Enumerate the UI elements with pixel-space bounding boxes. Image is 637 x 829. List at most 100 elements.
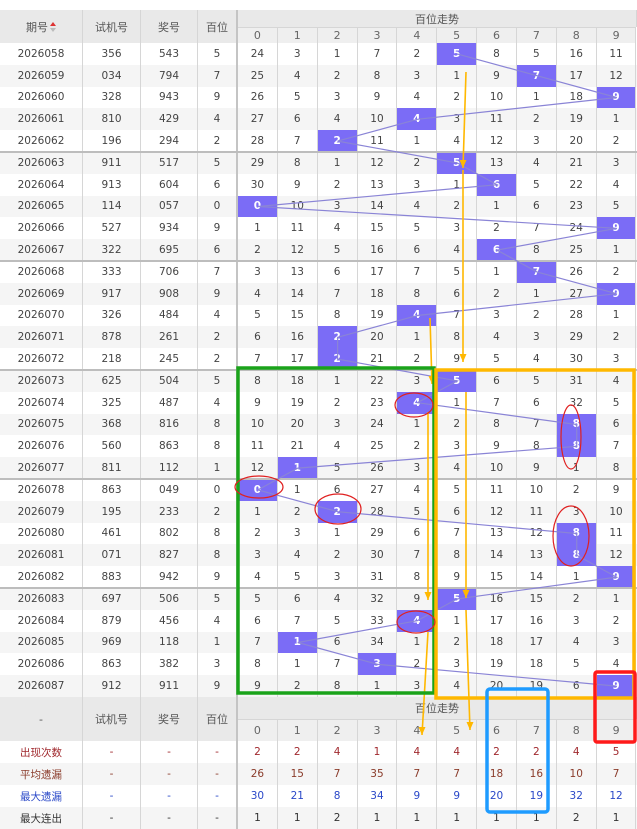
digit-header-3: 3 xyxy=(357,719,398,741)
miss-cell: 1 xyxy=(477,261,517,283)
miss-cell: 7 xyxy=(597,435,637,458)
hit-cell: 7 xyxy=(516,261,557,283)
digit-header-9: 9 xyxy=(596,27,637,43)
col-header-issue[interactable]: 期号 xyxy=(0,10,83,43)
miss-cell: 1 xyxy=(597,588,637,610)
miss-cell: 1 xyxy=(477,195,517,218)
miss-cell: 25 xyxy=(557,239,597,261)
miss-cell: 32 xyxy=(358,588,398,610)
miss-cell: 9 xyxy=(597,479,637,501)
miss-cell: 12 xyxy=(477,500,517,523)
miss-cell: 3 xyxy=(397,457,438,479)
digit-header-0: 0 xyxy=(238,27,278,43)
miss-cell: 5 xyxy=(278,86,318,109)
col-header-test: 试机号 xyxy=(83,697,141,741)
miss-cell: 5 xyxy=(557,653,597,676)
miss-cell: 2 xyxy=(597,326,637,349)
group-divider xyxy=(0,151,637,153)
miss-cell: 3 xyxy=(437,653,478,676)
miss-cell: 8 xyxy=(318,304,358,327)
hit-cell: 0 xyxy=(238,479,278,501)
cell-prize: 794 xyxy=(141,64,198,87)
miss-cell: 1 xyxy=(278,479,318,501)
miss-cell: 3 xyxy=(557,609,597,632)
hit-cell: 4 xyxy=(397,108,438,131)
col-header-test: 试机号 xyxy=(83,10,141,43)
hit-cell: 9 xyxy=(596,282,637,305)
miss-cell: 2 xyxy=(597,130,637,152)
cell-prize: 911 xyxy=(141,675,198,697)
miss-cell: 32 xyxy=(557,391,597,414)
cell-prize: 118 xyxy=(141,631,198,654)
miss-cell: 23 xyxy=(557,195,597,218)
stats-label: 平均遗漏 xyxy=(0,763,83,785)
miss-cell: 3 xyxy=(397,173,438,196)
stats-row xyxy=(0,807,637,829)
cell-prize: 504 xyxy=(141,370,198,392)
miss-cell: 2 xyxy=(597,261,637,283)
col-header-prize: 奖号 xyxy=(141,10,198,43)
sort-icon[interactable] xyxy=(50,21,56,32)
cell-prize: 695 xyxy=(141,239,198,261)
miss-cell: 3 xyxy=(517,326,557,349)
miss-cell: 5 xyxy=(517,370,557,392)
hit-cell: 5 xyxy=(437,370,478,392)
hit-cell: 6 xyxy=(477,239,517,261)
miss-cell: 4 xyxy=(397,479,438,501)
stats-cell: 20 xyxy=(477,785,517,807)
miss-cell: 12 xyxy=(358,152,398,174)
hit-cell: 8 xyxy=(556,522,597,545)
miss-cell: 3 xyxy=(517,130,557,152)
miss-cell: 18 xyxy=(557,86,597,109)
cell-test: 913 xyxy=(83,173,141,196)
group-divider xyxy=(0,587,637,589)
miss-cell: 14 xyxy=(358,195,398,218)
miss-cell: 4 xyxy=(238,566,278,588)
cell-test: 325 xyxy=(83,391,141,414)
stats-cell: 7 xyxy=(318,763,358,785)
miss-cell: 3 xyxy=(477,304,517,327)
miss-cell: 31 xyxy=(557,370,597,392)
digit-header-1: 1 xyxy=(277,719,318,741)
stats-cell: 15 xyxy=(278,763,318,785)
cell-prize: 233 xyxy=(141,500,198,523)
stats-cell: 26 xyxy=(238,763,278,785)
miss-cell: 5 xyxy=(437,261,478,283)
miss-cell: 3 xyxy=(557,500,597,523)
stats-label: 最大遗漏 xyxy=(0,785,83,807)
miss-cell: 18 xyxy=(477,631,517,654)
miss-cell: 7 xyxy=(278,130,318,152)
miss-cell: 6 xyxy=(318,261,358,283)
cell-test: 218 xyxy=(83,348,141,370)
miss-cell: 3 xyxy=(318,195,358,218)
cell-issue: 2026072 xyxy=(0,348,83,370)
cell-hundred: 0 xyxy=(198,195,238,218)
miss-cell: 15 xyxy=(278,304,318,327)
cell-issue: 2026070 xyxy=(0,304,83,327)
miss-cell: 12 xyxy=(597,64,637,87)
hit-cell: 8 xyxy=(556,413,597,436)
miss-cell: 11 xyxy=(517,500,557,523)
miss-cell: 8 xyxy=(318,675,358,697)
miss-cell: 1 xyxy=(437,391,478,414)
miss-cell: 5 xyxy=(318,457,358,479)
miss-cell: 20 xyxy=(557,130,597,152)
miss-cell: 7 xyxy=(437,304,478,327)
miss-cell: 2 xyxy=(477,282,517,305)
miss-cell: 2 xyxy=(397,43,438,65)
miss-cell: 2 xyxy=(437,631,478,654)
stats-cell: 16 xyxy=(517,763,557,785)
hit-cell: 1 xyxy=(277,631,318,654)
cell-test: 863 xyxy=(83,653,141,676)
hit-cell: 6 xyxy=(477,173,517,196)
cell-issue: 2026080 xyxy=(0,522,83,545)
miss-cell: 7 xyxy=(238,631,278,654)
miss-cell: 5 xyxy=(437,479,478,501)
miss-cell: 16 xyxy=(477,588,517,610)
miss-cell: 3 xyxy=(238,544,278,567)
miss-cell: 17 xyxy=(278,348,318,370)
miss-cell: 6 xyxy=(238,326,278,349)
cell-issue: 2026076 xyxy=(0,435,83,458)
cell-prize: 057 xyxy=(141,195,198,218)
miss-cell: 3 xyxy=(597,152,637,174)
